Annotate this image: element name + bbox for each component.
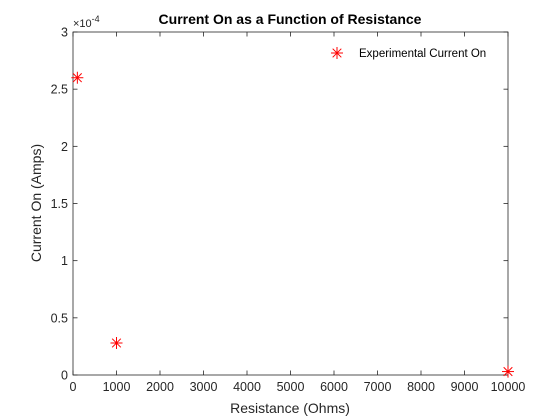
x-tick-label: 10000 (491, 380, 526, 394)
legend-label: Experimental Current On (359, 48, 486, 60)
y-tick-label: 2 (61, 140, 68, 154)
chart-title: Current On as a Function of Resistance (159, 11, 422, 27)
x-tick-label: 9000 (451, 380, 479, 394)
y-axis-label: Current On (Amps) (28, 144, 44, 262)
data-point (502, 366, 514, 378)
x-tick-label: 1000 (103, 380, 131, 394)
x-tick-label: 5000 (277, 380, 305, 394)
data-point (71, 72, 83, 84)
y-tick-label: 2.5 (51, 83, 68, 97)
y-tick-label: 1 (61, 254, 68, 268)
plot-area (73, 32, 508, 375)
legend-marker (331, 47, 343, 59)
y-exponent-label: ×10-4 (73, 14, 100, 30)
data-point (111, 337, 123, 349)
x-tick-label: 7000 (364, 380, 392, 394)
y-exponent-power: -4 (92, 14, 100, 24)
y-tick-label: 3 (61, 26, 68, 40)
x-tick-label: 4000 (233, 380, 261, 394)
x-axis-label: Resistance (Ohms) (230, 400, 350, 416)
x-tick-label: 2000 (146, 380, 174, 394)
y-tick-label: 0 (61, 369, 68, 383)
legend-asterisk-icon (331, 47, 343, 59)
x-tick-label: 0 (70, 380, 77, 394)
y-tick-label: 1.5 (51, 197, 68, 211)
y-tick-label: 0.5 (51, 311, 68, 325)
x-tick-label: 6000 (320, 380, 348, 394)
x-tick-label: 8000 (407, 380, 435, 394)
x-tick-label: 3000 (190, 380, 218, 394)
